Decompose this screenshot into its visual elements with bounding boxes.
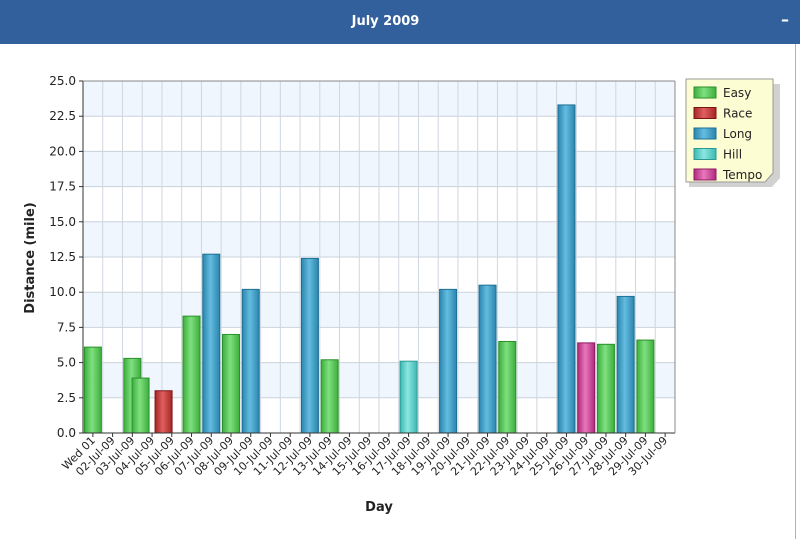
y-tick-labels: 0.0 2.5 5.0 7.5 10.0 12.5 15.0 17.5 20.0 22.5 25.0 — [49, 74, 83, 440]
bar-long-25-Jul-09 — [557, 104, 576, 434]
legend-swatch-tempo — [693, 168, 717, 181]
bar-long-19-Jul-09 — [439, 288, 458, 434]
bar-long-09-Jul-09 — [241, 288, 260, 434]
y-tick-label: 2.5 — [57, 391, 76, 405]
legend-label-long: Long — [723, 127, 752, 141]
legend-swatch-race — [693, 107, 717, 119]
bar-easy-13-Jul-09 — [320, 359, 339, 434]
bar-long-21-Jul-09 — [478, 284, 497, 434]
y-tick-label: 7.5 — [57, 320, 76, 334]
legend-label-race: Race — [723, 107, 752, 121]
legend-swatch-long — [693, 127, 717, 140]
bar-easy-Wed 01 — [83, 346, 102, 434]
bar-hill-17-Jul-09 — [399, 360, 418, 434]
bar-easy-22-Jul-09 — [498, 340, 517, 434]
legend: Easy Race Long Hill Tempo — [685, 78, 780, 187]
bar-easy-27-Jul-09 — [596, 343, 615, 434]
y-tick-label: 20.0 — [49, 144, 76, 158]
legend-swatch-hill — [693, 148, 717, 160]
y-axis-label: Distance (mile) — [23, 202, 38, 313]
bar-long-28-Jul-09 — [616, 295, 635, 434]
bars — [83, 104, 655, 434]
panel-header: July 2009 – — [0, 0, 800, 44]
legend-label-tempo: Tempo — [722, 168, 762, 182]
legend-label-easy: Easy — [723, 86, 751, 100]
legend-label-hill: Hill — [723, 148, 742, 162]
bar-tempo-26-Jul-09 — [577, 342, 596, 434]
distance-bar-chart: 0.0 2.5 5.0 7.5 10.0 12.5 15.0 17.5 20.0 22.5 25.0… — [23, 74, 780, 515]
bar-long-07-Jul-09 — [202, 253, 221, 434]
y-tick-label: 22.5 — [49, 109, 76, 123]
bar-easy-06-Jul-09 — [182, 315, 201, 434]
y-tick-label: 10.0 — [49, 285, 76, 299]
bar-easy-08-Jul-09 — [222, 333, 240, 434]
bar-race-04-Jul-09 — [154, 390, 173, 434]
bar-long-12-Jul-09 — [300, 257, 319, 434]
y-tick-label: 15.0 — [49, 215, 76, 229]
legend-swatch-easy — [693, 86, 717, 99]
panel-title: July 2009 — [351, 14, 420, 29]
x-axis-label: Day — [365, 500, 393, 515]
y-tick-label: 0.0 — [57, 426, 76, 440]
y-tick-label: 12.5 — [49, 250, 76, 264]
x-tick-labels: Wed 0102-Jul-0903-Jul-0904-Jul-0905-Jul-… — [59, 433, 670, 478]
y-tick-label: 17.5 — [49, 180, 76, 194]
bar-easy-29-Jul-09 — [636, 339, 655, 434]
panel-border — [795, 44, 796, 539]
y-tick-label: 25.0 — [49, 74, 76, 88]
y-tick-label: 5.0 — [57, 356, 76, 370]
minus-icon[interactable]: – — [781, 10, 789, 29]
bar-easy-04-Jul-09 — [131, 377, 150, 434]
